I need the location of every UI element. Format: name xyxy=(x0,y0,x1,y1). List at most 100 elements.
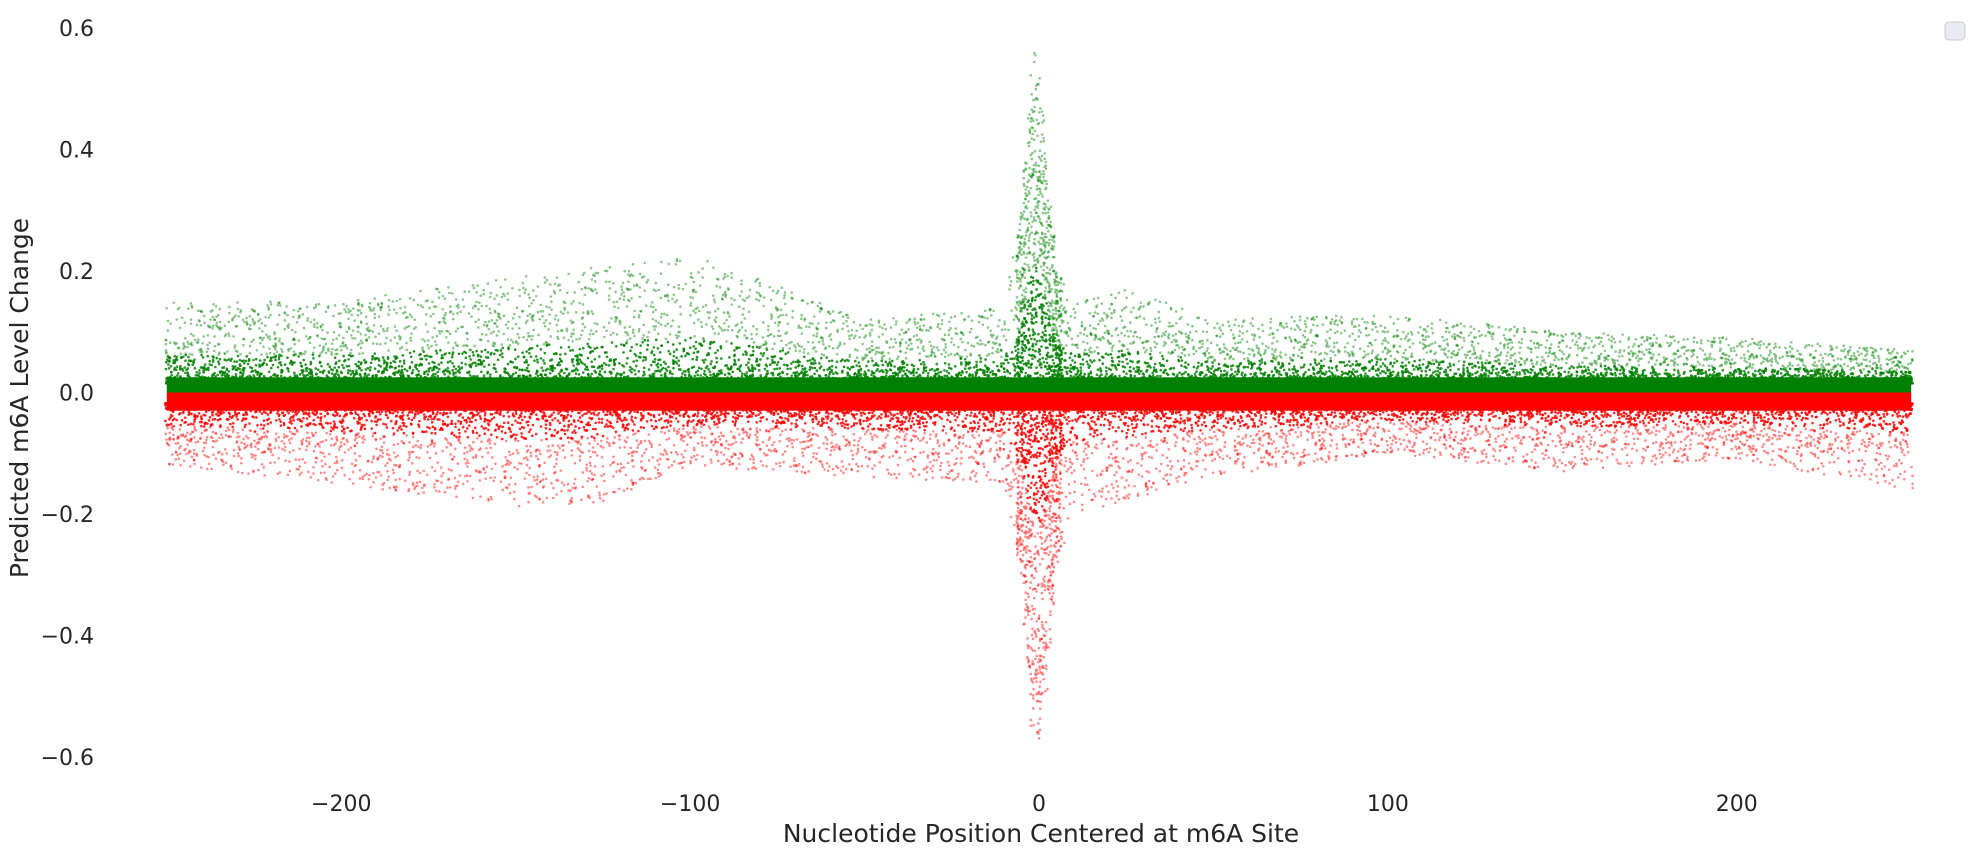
data-point xyxy=(297,310,300,313)
data-point xyxy=(855,364,858,367)
data-point xyxy=(349,309,352,312)
data-point xyxy=(727,288,730,291)
data-point xyxy=(425,313,428,316)
data-point xyxy=(693,351,696,354)
data-point xyxy=(469,374,472,377)
data-point xyxy=(716,278,719,281)
data-point xyxy=(428,307,431,310)
data-point xyxy=(765,363,768,366)
data-point xyxy=(590,373,593,376)
data-point xyxy=(715,357,718,360)
data-point xyxy=(213,372,216,375)
data-point xyxy=(306,319,309,322)
data-point xyxy=(515,323,518,326)
data-point xyxy=(182,356,185,359)
data-point xyxy=(529,375,532,378)
data-point xyxy=(371,377,374,380)
data-point xyxy=(213,350,216,353)
data-point xyxy=(937,349,940,352)
data-point xyxy=(269,352,272,355)
data-point xyxy=(555,352,558,355)
data-point xyxy=(327,363,330,366)
data-point xyxy=(584,376,587,379)
data-point xyxy=(752,346,755,349)
data-point xyxy=(184,372,187,375)
data-point xyxy=(743,334,746,337)
data-point xyxy=(807,341,810,344)
data-point xyxy=(596,292,599,295)
data-point xyxy=(893,375,896,378)
data-point xyxy=(869,323,872,326)
data-point xyxy=(674,301,677,304)
data-point xyxy=(790,362,793,365)
data-point xyxy=(487,328,490,331)
data-point xyxy=(543,276,546,279)
data-point xyxy=(923,318,926,321)
data-point xyxy=(333,331,336,334)
data-point xyxy=(691,296,694,299)
data-point xyxy=(190,305,193,308)
data-point xyxy=(488,320,491,323)
data-point xyxy=(464,363,467,366)
data-point xyxy=(706,260,709,263)
data-point xyxy=(817,305,820,308)
data-point xyxy=(318,303,321,306)
data-point xyxy=(672,367,675,370)
data-point xyxy=(515,371,518,374)
data-point xyxy=(755,298,758,301)
data-point xyxy=(769,363,772,366)
data-point xyxy=(427,339,430,342)
data-point xyxy=(216,321,219,324)
data-point xyxy=(781,286,784,289)
data-point xyxy=(876,368,879,371)
data-point xyxy=(744,350,747,353)
data-point xyxy=(489,376,492,379)
data-point xyxy=(373,352,376,355)
data-point xyxy=(304,363,307,366)
data-point xyxy=(564,302,567,305)
data-point xyxy=(401,369,404,372)
data-point xyxy=(694,347,697,350)
data-point xyxy=(650,305,653,308)
data-point xyxy=(678,287,681,290)
data-point xyxy=(545,377,548,380)
data-point xyxy=(802,374,805,377)
data-point xyxy=(829,321,832,324)
data-point xyxy=(282,379,285,382)
data-point xyxy=(911,381,914,384)
data-point xyxy=(269,314,272,317)
data-point xyxy=(410,339,413,342)
data-point xyxy=(657,333,660,336)
data-point xyxy=(840,311,843,314)
data-point xyxy=(682,350,685,353)
data-point xyxy=(781,349,784,352)
data-point xyxy=(567,339,570,342)
data-point xyxy=(259,342,262,345)
data-point xyxy=(388,299,391,302)
data-point xyxy=(776,292,779,295)
data-point xyxy=(623,270,626,273)
data-point xyxy=(499,317,502,320)
data-point xyxy=(179,365,182,368)
data-point xyxy=(779,335,782,338)
data-point xyxy=(308,336,311,339)
data-point xyxy=(566,379,569,382)
data-point xyxy=(299,373,302,376)
data-point xyxy=(433,380,436,383)
data-point xyxy=(806,302,809,305)
data-point xyxy=(575,338,578,341)
data-point xyxy=(584,286,587,289)
data-point xyxy=(654,309,657,312)
data-point xyxy=(482,293,485,296)
data-point xyxy=(337,366,340,369)
data-point xyxy=(489,373,492,376)
data-point xyxy=(688,353,691,356)
data-point xyxy=(431,301,434,304)
data-point xyxy=(311,370,314,373)
data-point xyxy=(262,337,265,340)
data-point xyxy=(775,377,778,380)
data-point xyxy=(919,382,922,385)
data-point xyxy=(678,368,681,371)
data-point xyxy=(187,356,190,359)
data-point xyxy=(429,315,432,318)
